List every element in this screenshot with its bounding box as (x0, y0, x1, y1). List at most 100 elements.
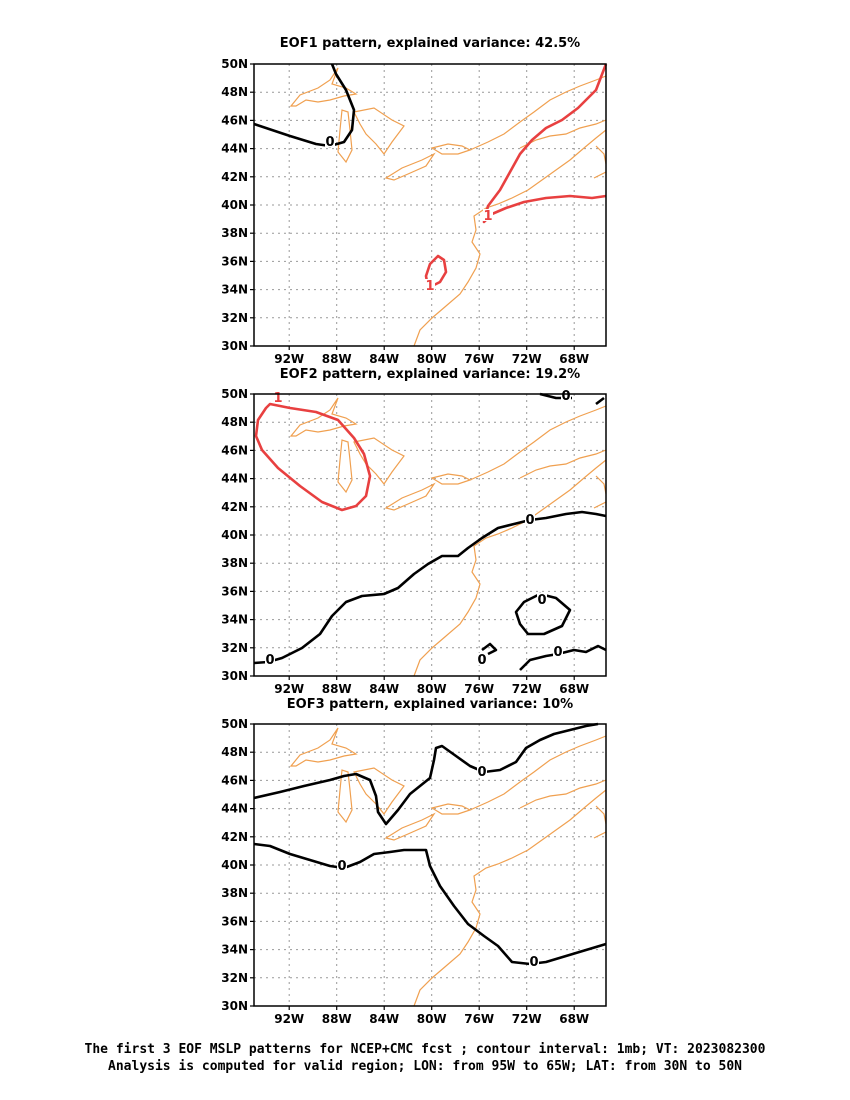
lat-label: 36N (221, 914, 248, 928)
lat-label: 50N (221, 717, 248, 731)
coastline-3 (384, 482, 436, 511)
coastline-1 (337, 109, 353, 164)
lon-label: 88W (322, 682, 352, 696)
lon-label: 84W (369, 352, 399, 366)
lat-label: 36N (221, 584, 248, 598)
lon-label: 92W (274, 1012, 304, 1026)
contour-label-0: 0 (477, 765, 486, 780)
lat-label: 30N (221, 669, 248, 683)
coastline-7 (413, 129, 607, 347)
contour-label-5: 0 (561, 389, 570, 404)
contour-0 (253, 722, 599, 826)
contour-label-4: 0 (553, 645, 562, 660)
lon-label: 84W (369, 682, 399, 696)
contour-3 (481, 642, 498, 656)
coastline-7 (413, 789, 607, 1007)
caption-line-2: Analysis is computed for valid region; L… (108, 1059, 742, 1074)
lat-label: 38N (221, 886, 248, 900)
lat-label: 46N (221, 773, 248, 787)
lon-label: 80W (417, 682, 447, 696)
eof3-map: 0 0 0 30N 32N 34N 36N 38N 40N 42N 44N 46N 48N 50N 92W 8… (221, 717, 607, 1026)
lon-label: 68W (559, 1012, 589, 1026)
lat-label: 32N (221, 641, 248, 655)
lat-label: 48N (221, 415, 248, 429)
lat-label: 34N (221, 613, 248, 627)
coastline-5 (469, 405, 607, 481)
lat-label: 36N (221, 254, 248, 268)
coastline-2 (353, 107, 405, 156)
lat-label: 48N (221, 745, 248, 759)
panel-2-title: EOF2 pattern, explained variance: 19.2% (279, 367, 581, 382)
contour-0 (253, 63, 356, 148)
coastline-2 (353, 767, 405, 816)
lat-label: 46N (221, 443, 248, 457)
lon-label: 80W (417, 352, 447, 366)
lon-label: 80W (417, 1012, 447, 1026)
lat-label: 42N (221, 500, 248, 514)
coastline-9 (593, 831, 607, 839)
coastline-5 (469, 75, 607, 151)
lon-label: 68W (559, 682, 589, 696)
lat-label: 38N (221, 226, 248, 240)
coastline-3 (384, 152, 436, 181)
contour-0 (254, 402, 372, 512)
coastline-0 (289, 67, 358, 107)
lon-label: 88W (322, 352, 352, 366)
lat-label: 42N (221, 830, 248, 844)
contour-label-2: 1 (425, 279, 434, 294)
lat-label: 38N (221, 556, 248, 570)
lon-label: 92W (274, 352, 304, 366)
lat-label: 34N (221, 283, 248, 297)
lon-label: 72W (512, 682, 542, 696)
lat-label: 48N (221, 85, 248, 99)
lat-label: 46N (221, 113, 248, 127)
lat-label: 34N (221, 943, 248, 957)
lat-label: 44N (221, 802, 248, 816)
lon-label: 88W (322, 1012, 352, 1026)
lat-label: 30N (221, 999, 248, 1013)
contour-label-1: 0 (525, 513, 534, 528)
panel-3-title: EOF3 pattern, explained variance: 10% (286, 697, 574, 712)
lat-label: 32N (221, 311, 248, 325)
coastline-0 (289, 397, 358, 437)
lon-label: 76W (464, 352, 494, 366)
contour-6 (595, 396, 605, 406)
contour-label-0: 0 (325, 135, 334, 150)
lon-label: 84W (369, 1012, 399, 1026)
lat-label: 40N (221, 858, 248, 872)
coastline-6 (519, 779, 607, 809)
lon-label: 76W (464, 682, 494, 696)
contour-1 (482, 63, 608, 224)
lat-label: 44N (221, 472, 248, 486)
lat-label: 50N (221, 57, 248, 71)
lat-label: 40N (221, 198, 248, 212)
contour-4 (519, 644, 607, 671)
coastline-0 (289, 727, 358, 767)
contour-1 (253, 510, 607, 665)
eof1-map: 0 1 1 30N 32N 34N 36N 38N 40N 42N 44N 46N 48N 50N 92W 8… (221, 57, 608, 366)
contour-label-2: 0 (529, 955, 538, 970)
contour-label-1: 0 (337, 859, 346, 874)
lon-label: 76W (464, 1012, 494, 1026)
contour-label-3: 0 (477, 653, 486, 668)
eof2-map: 0 0 0 0 0 0 1 30N 32N 34N 36N 38N 40N 42N 44N 46N 48N 50N… (221, 387, 607, 696)
contour-label-2: 0 (537, 593, 546, 608)
coastline-9 (593, 501, 607, 509)
contour-label-1: 1 (483, 209, 492, 224)
contour-label-6: 1 (273, 391, 282, 406)
lat-label: 50N (221, 387, 248, 401)
panel-1-title: EOF1 pattern, explained variance: 42.5% (279, 36, 581, 51)
coastline-1 (337, 439, 353, 494)
lon-label: 92W (274, 682, 304, 696)
coastline-6 (519, 119, 607, 149)
lat-label: 30N (221, 339, 248, 353)
contour-1 (253, 842, 607, 966)
lat-label: 40N (221, 528, 248, 542)
coastline-5 (469, 735, 607, 811)
contour-label-0: 0 (265, 653, 274, 668)
coastline-9 (593, 171, 607, 179)
lat-label: 44N (221, 142, 248, 156)
lon-label: 72W (512, 352, 542, 366)
lat-label: 32N (221, 971, 248, 985)
lon-label: 68W (559, 352, 589, 366)
